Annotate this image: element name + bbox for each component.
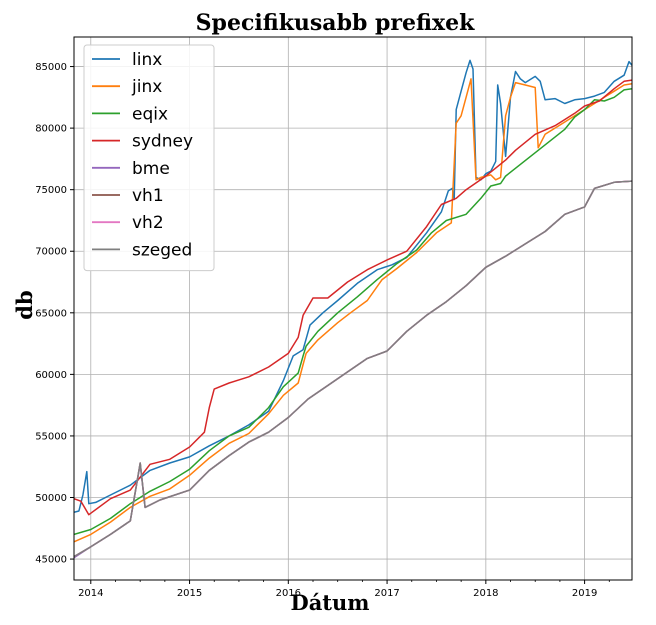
legend-label-linx: linx (132, 50, 162, 70)
series-line-sydney (74, 79, 632, 516)
y-tick-label: 80000 (35, 124, 67, 135)
legend-label-vh1: vh1 (132, 186, 164, 206)
x-tick-label: 2017 (374, 588, 399, 599)
legend-label-jinx: jinx (131, 77, 162, 97)
y-tick-label: 45000 (35, 555, 67, 566)
series-lines (74, 59, 632, 559)
chart-title: Specifikusabb prefixek (196, 10, 475, 36)
plot-frame (73, 36, 633, 581)
plot-area (74, 59, 632, 559)
series-line-szeged (74, 180, 632, 558)
legend-label-vh2: vh2 (132, 213, 164, 233)
x-axis-label: Dátum (290, 590, 369, 615)
y-tick-label: 85000 (35, 62, 67, 73)
x-axis-ticks: 2014 2015 2016 2017 2018 2019 (78, 580, 610, 599)
legend-box (83, 44, 215, 272)
y-axis-label: db (12, 290, 37, 319)
y-tick-label: 60000 (35, 370, 67, 381)
series-line-jinx (74, 78, 632, 543)
legend-label-eqix: eqix (132, 104, 168, 124)
series-line-eqix (74, 87, 632, 536)
y-axis-ticks: 45000 50000 55000 60000 65000 70000 75000 80000… (35, 62, 74, 566)
y-tick-label: 65000 (35, 308, 67, 319)
legend-label-szeged: szeged (132, 240, 192, 260)
y-tick-label: 75000 (35, 185, 67, 196)
x-tick-label: 2016 (276, 588, 301, 599)
x-tick-label: 2019 (572, 588, 597, 599)
x-tick-label: 2018 (473, 588, 498, 599)
y-tick-label: 55000 (35, 431, 67, 442)
x-tick-label: 2014 (78, 588, 103, 599)
y-tick-label: 70000 (35, 247, 67, 258)
y-tick-label: 50000 (35, 493, 67, 504)
legend-label-bme: bme (132, 159, 170, 179)
x-tick-label: 2015 (177, 588, 202, 599)
legend-label-sydney: sydney (132, 132, 193, 152)
legend: linx jinx eqix sydney bme vh1 vh2 szeged (83, 44, 215, 272)
